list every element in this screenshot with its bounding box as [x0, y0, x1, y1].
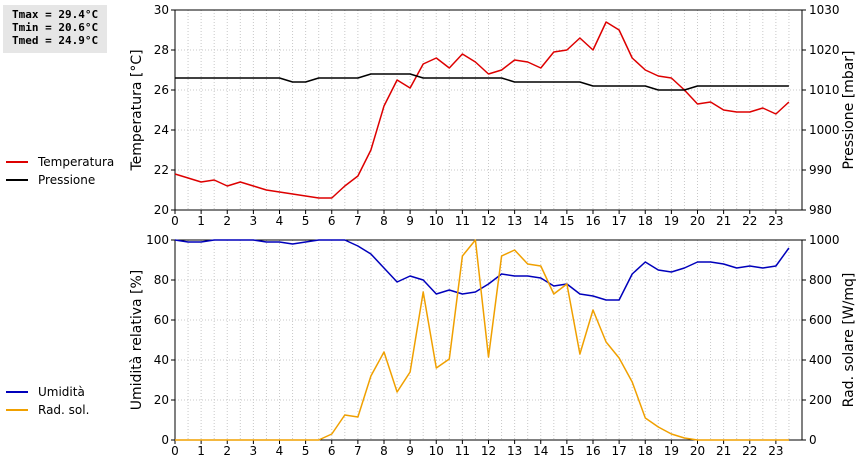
tmax-label: Tmax = 29.4°C: [12, 8, 99, 21]
x-tick-label: 19: [664, 214, 679, 228]
y-right-tick-label: 1010: [809, 83, 840, 97]
y-right-tick-label: 400: [809, 353, 832, 367]
y-right-tick-label: 980: [809, 203, 832, 217]
x-tick-label: 23: [768, 444, 783, 458]
legend-label-umidita: Umidità: [38, 385, 85, 399]
y-left-tick-label: 26: [154, 83, 169, 97]
tmin-label: Tmin = 20.6°C: [12, 21, 99, 34]
x-tick-label: 13: [507, 444, 522, 458]
y-left-tick-label: 60: [154, 313, 169, 327]
x-tick-label: 7: [354, 214, 362, 228]
x-tick-label: 16: [585, 214, 600, 228]
x-tick-label: 1: [197, 214, 205, 228]
y-left-tick-label: 22: [154, 163, 169, 177]
x-tick-label: 13: [507, 214, 522, 228]
legend-label-pressione: Pressione: [38, 173, 96, 187]
series-line-umidit: [174, 239, 790, 301]
x-tick-label: 22: [742, 214, 757, 228]
x-tick-label: 17: [611, 214, 626, 228]
x-tick-label: 9: [406, 214, 414, 228]
x-tick-label: 15: [559, 214, 574, 228]
x-tick-label: 5: [302, 214, 310, 228]
x-tick-label: 14: [533, 444, 548, 458]
temperature-pressure-chart: 0 1 2 3 4 5 6 7 8 9 10 11 12 13 14 15 16 17 18 19 20 21 22 2320…: [129, 3, 857, 228]
y-left-tick-label: 20: [154, 203, 169, 217]
y-right-tick-label: 1000: [809, 123, 840, 137]
x-tick-label: 3: [250, 214, 258, 228]
x-tick-label: 18: [638, 444, 653, 458]
x-tick-label: 17: [611, 444, 626, 458]
x-tick-label: 22: [742, 444, 757, 458]
x-tick-label: 2: [223, 214, 231, 228]
x-tick-label: 5: [302, 444, 310, 458]
legend-label-temperatura: Temperatura: [38, 155, 115, 169]
x-tick-label: 7: [354, 444, 362, 458]
y-right-tick-label: 1000: [809, 233, 840, 247]
x-tick-label: 11: [455, 444, 470, 458]
x-tick-label: 0: [171, 214, 179, 228]
y-right-tick-label: 990: [809, 163, 832, 177]
y-right-tick-label: 600: [809, 313, 832, 327]
x-tick-label: 9: [406, 444, 414, 458]
y-right-tick-label: 800: [809, 273, 832, 287]
y-right-axis-title: Pressione [mbar]: [841, 50, 857, 169]
tmed-label: Tmed = 24.9°C: [12, 34, 99, 47]
x-tick-label: 18: [638, 214, 653, 228]
x-tick-label: 11: [455, 214, 470, 228]
x-tick-label: 16: [585, 444, 600, 458]
y-left-axis-title: Umidità relativa [%]: [129, 270, 145, 411]
x-tick-label: 4: [276, 444, 284, 458]
legend-label-rad-sol: Rad. sol.: [38, 403, 90, 417]
x-tick-label: 10: [429, 444, 444, 458]
legend-swatch-umidita: [6, 391, 28, 393]
x-tick-label: 1: [197, 444, 205, 458]
x-tick-label: 19: [664, 444, 679, 458]
x-tick-label: 23: [768, 214, 783, 228]
series-line-temperatura: [174, 21, 790, 199]
legend-swatch-pressione: [6, 179, 28, 181]
x-tick-label: 15: [559, 444, 574, 458]
x-tick-label: 8: [380, 444, 388, 458]
series-line-pressione: [175, 73, 789, 91]
y-left-axis-title: Temperatura [°C]: [129, 49, 145, 171]
x-tick-label: 12: [481, 214, 496, 228]
legend-swatch-rad-sol: [6, 409, 28, 411]
temperature-stats-box: Tmax = 29.4°C Tmin = 20.6°C Tmed = 24.9°…: [3, 5, 107, 53]
x-tick-label: 0: [171, 444, 179, 458]
x-tick-label: 4: [276, 214, 284, 228]
y-left-tick-label: 0: [161, 433, 169, 447]
x-tick-label: 6: [328, 444, 336, 458]
y-right-tick-label: 1030: [809, 3, 840, 17]
y-right-tick-label: 200: [809, 393, 832, 407]
y-left-tick-label: 40: [154, 353, 169, 367]
y-left-tick-label: 20: [154, 393, 169, 407]
y-right-tick-label: 1020: [809, 43, 840, 57]
x-tick-label: 20: [690, 214, 705, 228]
y-right-axis-title: Rad. solare [W/mq]: [841, 273, 857, 408]
x-tick-label: 21: [716, 214, 731, 228]
y-left-tick-label: 80: [154, 273, 169, 287]
x-tick-label: 6: [328, 214, 336, 228]
y-left-tick-label: 30: [154, 3, 169, 17]
x-tick-label: 8: [380, 214, 388, 228]
x-tick-label: 20: [690, 444, 705, 458]
x-tick-label: 14: [533, 214, 548, 228]
y-left-tick-label: 24: [154, 123, 169, 137]
y-left-tick-label: 100: [146, 233, 169, 247]
humidity-radiation-chart: 0 1 2 3 4 5 6 7 8 9 10 11 12 13 14 15 16 17 18 19 20 21 22 2302…: [129, 233, 857, 458]
series-line-rad-sol: [175, 239, 789, 441]
legend-swatch-temperatura: [6, 161, 28, 163]
y-left-tick-label: 28: [154, 43, 169, 57]
x-tick-label: 3: [250, 444, 258, 458]
y-right-tick-label: 0: [809, 433, 817, 447]
x-tick-label: 2: [223, 444, 231, 458]
x-tick-label: 12: [481, 444, 496, 458]
x-tick-label: 21: [716, 444, 731, 458]
x-tick-label: 10: [429, 214, 444, 228]
